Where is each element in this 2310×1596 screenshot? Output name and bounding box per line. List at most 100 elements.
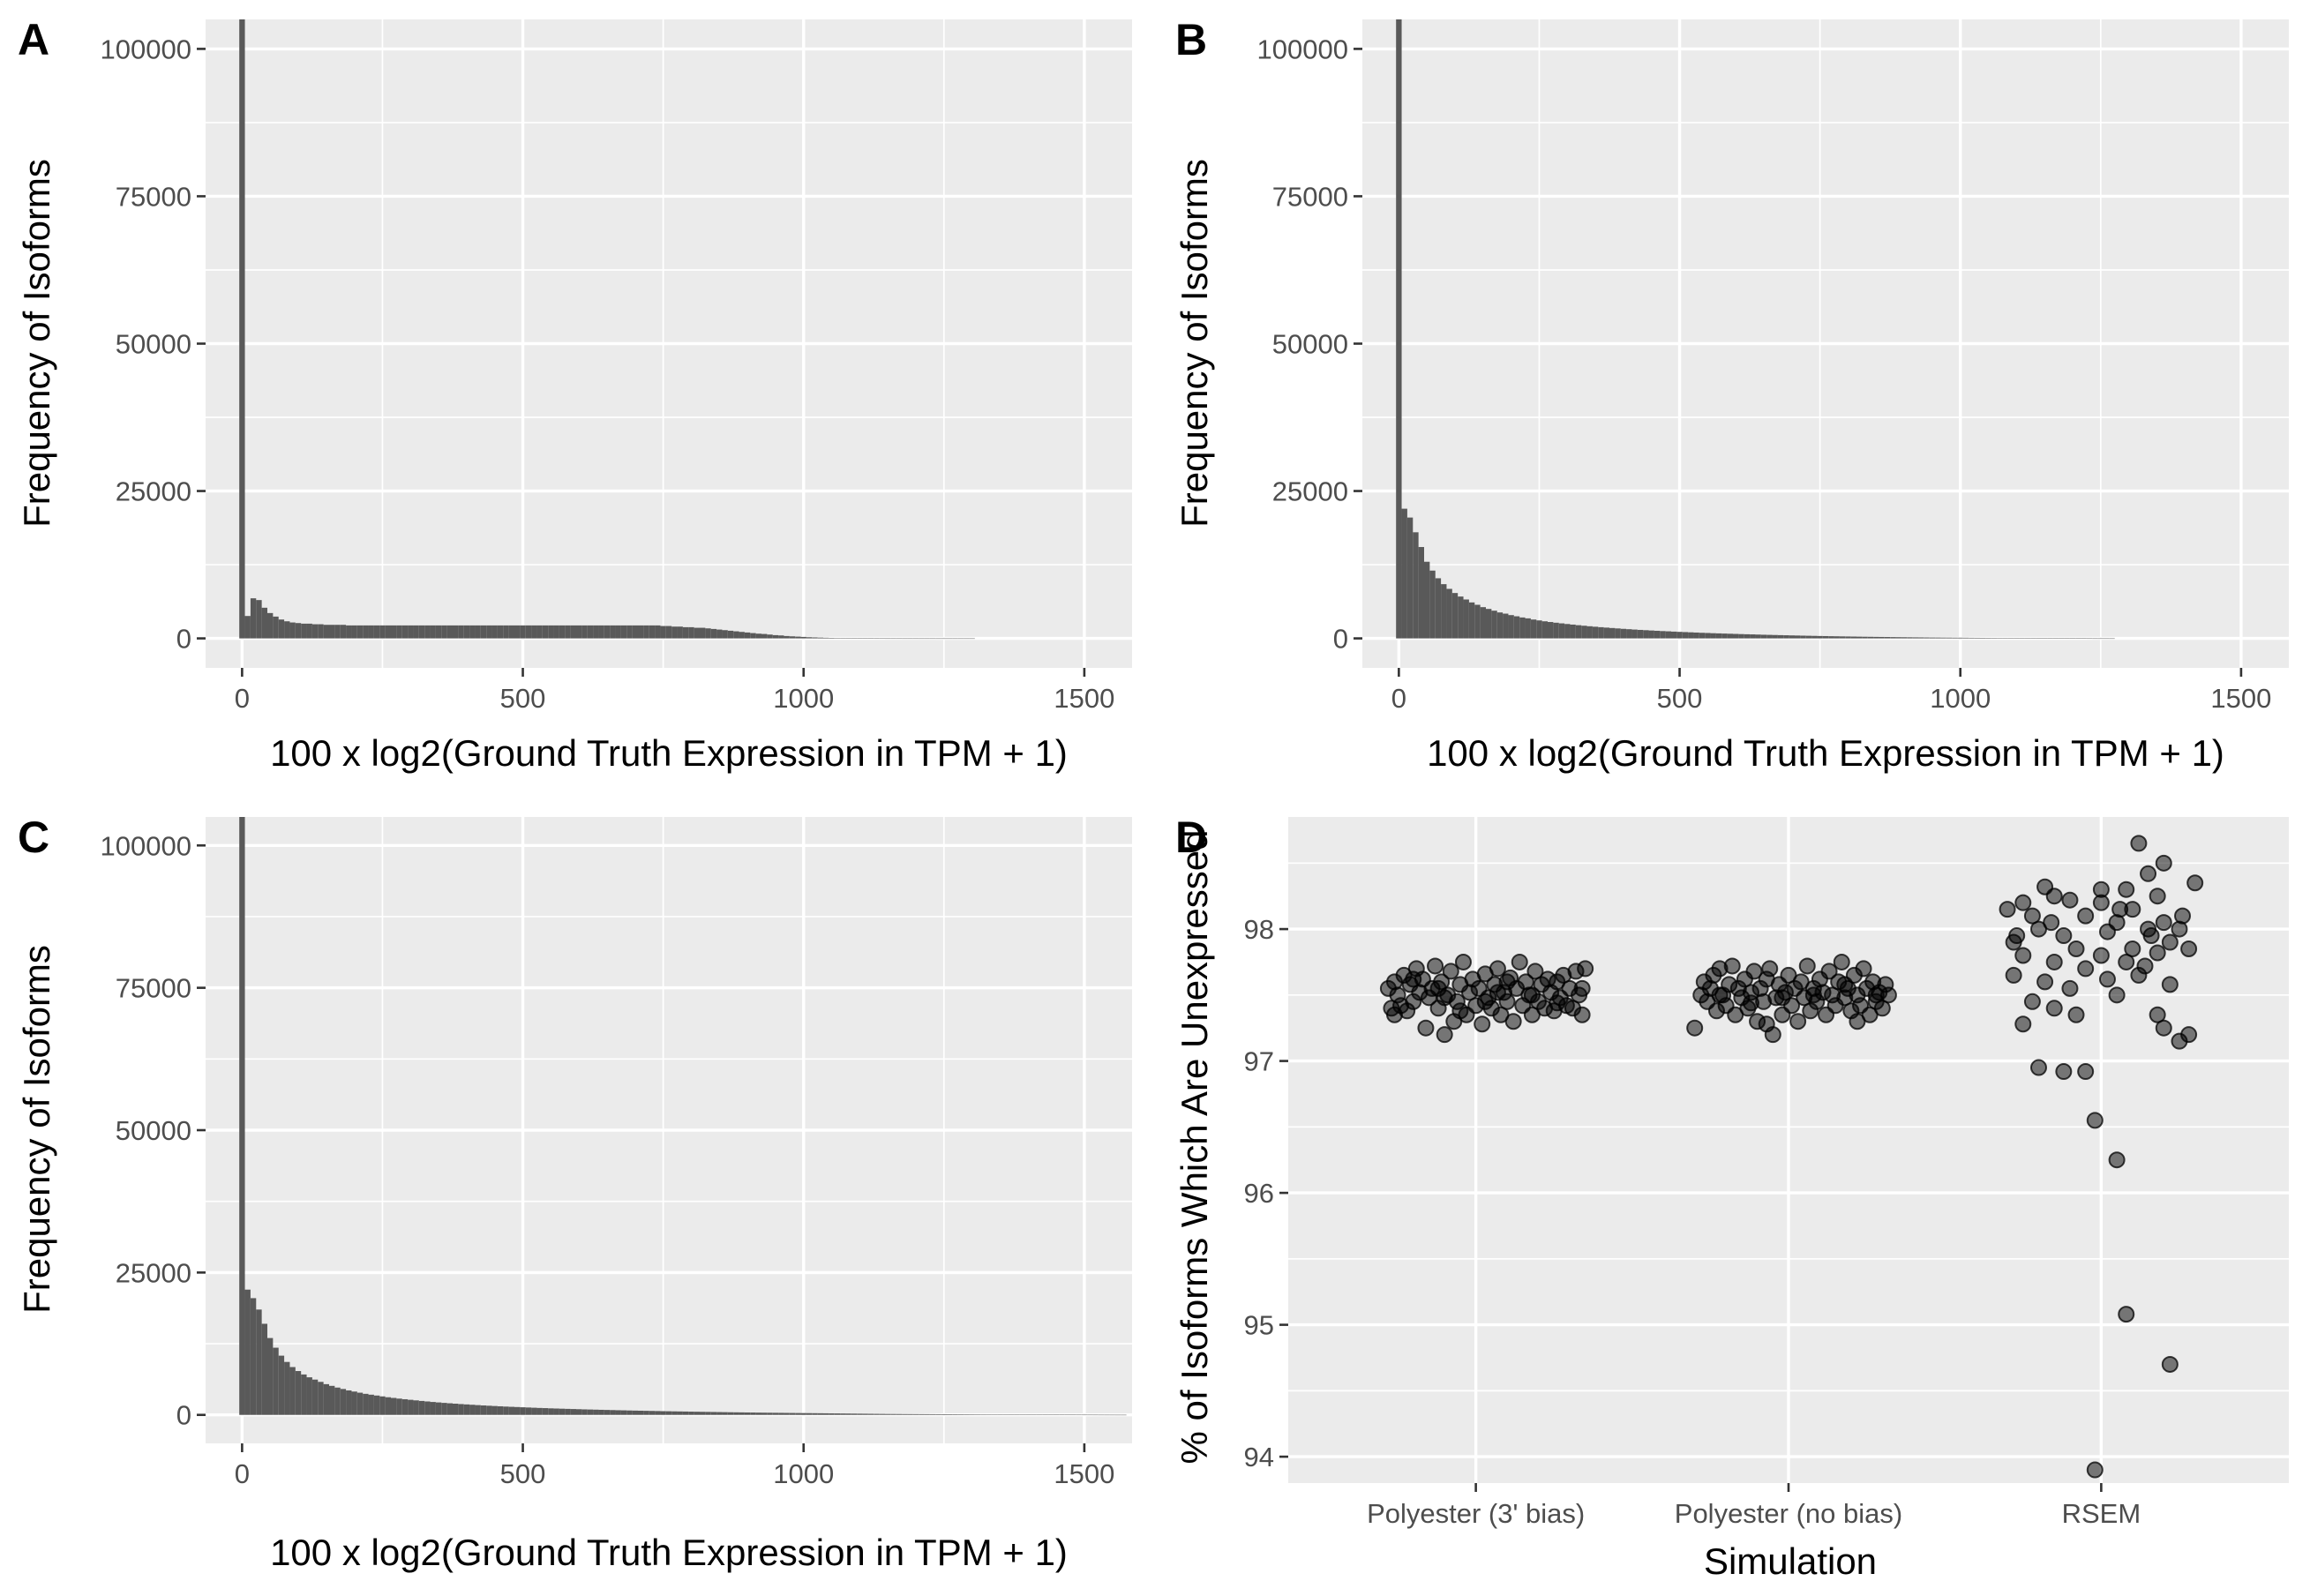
histogram-bar <box>829 1412 835 1415</box>
histogram-bar <box>542 625 549 639</box>
histogram-bar <box>733 1412 739 1415</box>
histogram-bar <box>396 625 402 639</box>
histogram-bar <box>705 628 711 639</box>
histogram-bar <box>2109 638 2115 640</box>
histogram-bar <box>475 1405 481 1415</box>
histogram-bar <box>1850 636 1856 639</box>
histogram-bar <box>2042 638 2048 639</box>
histogram-bar <box>974 1414 981 1415</box>
histogram-bar <box>593 625 599 639</box>
histogram-bar <box>1631 629 1638 639</box>
histogram-bar <box>655 625 661 639</box>
histogram-bar <box>649 1411 656 1415</box>
histogram-bar <box>1396 19 1402 639</box>
histogram-bar <box>638 1410 644 1415</box>
histogram-bar <box>1750 634 1756 639</box>
histogram-bar <box>2024 638 2031 639</box>
histogram-bar <box>368 1394 374 1415</box>
histogram-bar <box>941 1413 947 1415</box>
histogram-bar <box>761 633 768 639</box>
y-tick-label: 25000 <box>116 1257 191 1288</box>
scatter-point <box>1711 986 1729 1004</box>
histogram-bar <box>682 1411 689 1415</box>
histogram-bar <box>710 1412 717 1415</box>
scatter-point <box>1804 986 1822 1004</box>
histogram-bar <box>733 631 739 639</box>
histogram-bar <box>1817 635 1823 639</box>
histogram-bar <box>1626 629 1632 639</box>
histogram-bar <box>1114 1414 1121 1416</box>
histogram-bar <box>800 636 806 639</box>
histogram-bar <box>244 1289 251 1415</box>
scatter-point <box>1436 989 1453 1007</box>
histogram-bar <box>458 625 464 639</box>
scatter-point <box>1758 1015 1775 1033</box>
histogram-bar <box>941 638 947 640</box>
histogram-bar <box>604 1410 611 1415</box>
histogram-bar <box>525 625 532 639</box>
histogram-bar <box>1513 616 1520 639</box>
histogram-bar <box>318 624 324 639</box>
histogram-bar <box>391 1397 397 1415</box>
histogram-bar <box>1884 637 1891 639</box>
scatter-point <box>2086 1461 2104 1479</box>
scatter-point <box>1686 1019 1704 1037</box>
scatter-point <box>1573 1006 1591 1023</box>
histogram-bar <box>1985 638 1991 639</box>
histogram-bar <box>1856 636 1863 639</box>
histogram-bar <box>823 1412 829 1415</box>
scatter-point <box>2161 976 2179 993</box>
scatter-point <box>2118 1306 2135 1323</box>
histogram-bar <box>503 625 509 639</box>
scatter-point <box>1577 960 1594 978</box>
histogram-bar <box>306 623 312 639</box>
histogram-bar <box>845 638 851 639</box>
histogram-bar <box>1435 578 1442 639</box>
histogram-bar <box>441 1403 447 1415</box>
histogram-bar <box>1496 612 1504 639</box>
histogram-bar <box>912 638 919 640</box>
panel-a-y-axis: 0 25000 50000 75000 100000 <box>101 34 206 655</box>
histogram-bar <box>2052 638 2059 639</box>
histogram-bar <box>1458 596 1464 639</box>
histogram-bar <box>311 624 319 639</box>
histogram-bar <box>1929 637 1936 639</box>
scatter-point <box>1761 960 1779 978</box>
histogram-bar <box>1019 1414 1026 1415</box>
histogram-bar <box>1772 634 1778 639</box>
histogram-bar <box>929 638 936 640</box>
scatter-point <box>1405 970 1422 988</box>
scatter-point <box>1849 1013 1866 1030</box>
histogram-bar <box>1962 637 1969 639</box>
histogram-bar <box>643 625 649 639</box>
x-tick-label: 1500 <box>1054 683 1114 714</box>
histogram-bar <box>851 1413 858 1415</box>
y-tick-label: 50000 <box>116 329 191 360</box>
histogram-bar <box>503 1406 509 1415</box>
histogram-bar <box>1901 637 1908 639</box>
histogram-bar <box>1081 1414 1088 1416</box>
scatter-point <box>1855 960 1872 978</box>
histogram-bar <box>273 1347 279 1415</box>
histogram-bar <box>964 638 970 640</box>
histogram-bar <box>991 1414 998 1415</box>
histogram-bar <box>957 1414 964 1415</box>
histogram-bar <box>1603 627 1609 639</box>
histogram-bar <box>1486 609 1492 639</box>
histogram-bar <box>705 1412 711 1415</box>
histogram-bar <box>817 1412 823 1415</box>
histogram-bar <box>885 1413 891 1415</box>
histogram-bar <box>2036 638 2042 639</box>
histogram-bar <box>1839 636 1846 639</box>
histogram-bar <box>1834 636 1840 639</box>
histogram-bar <box>559 1408 566 1415</box>
histogram-bar <box>1503 613 1509 639</box>
scatter-point <box>2180 940 2198 958</box>
panel-c-x-axis-title: 100 x log2(Ground Truth Expression in TP… <box>270 1532 1068 1573</box>
x-tick-label: 500 <box>1657 683 1703 714</box>
histogram-bar <box>840 1413 846 1415</box>
histogram-bar <box>665 626 672 639</box>
histogram-bar <box>1665 631 1671 639</box>
scatter-point <box>1442 963 1459 980</box>
histogram-bar <box>379 1396 386 1415</box>
